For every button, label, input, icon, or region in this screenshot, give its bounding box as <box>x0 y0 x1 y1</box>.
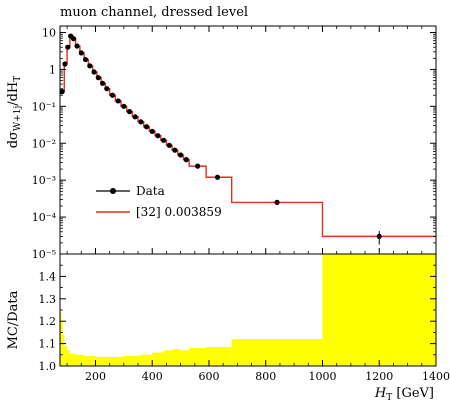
data-point <box>183 157 189 163</box>
y-tick-label: 10⁻⁵ <box>32 248 56 261</box>
ratio-y-axis-label: MC/Data <box>6 290 21 349</box>
data-point <box>126 109 133 115</box>
ratio-y-tick-label: 1.2 <box>39 315 57 328</box>
x-tick-label: 1200 <box>365 370 393 383</box>
data-point <box>138 119 144 125</box>
ratio-plot: 1.0 1.1 1.2 1.3 1.4 200 400 600 800 1000 1200 1400… <box>6 26 450 403</box>
data-point <box>160 137 167 143</box>
ratio-band-bin <box>163 350 173 366</box>
data-point <box>172 147 178 153</box>
ratio-band-bin <box>123 355 141 366</box>
x-tick-label: 800 <box>255 370 276 383</box>
legend: Data [32] 0.003859 <box>96 184 222 219</box>
data-point <box>143 124 150 130</box>
legend-data-marker <box>110 188 116 194</box>
ratio-band-bin <box>60 312 62 366</box>
ratio-band-bin <box>206 346 232 366</box>
data-point <box>132 114 138 120</box>
x-tick-label: 600 <box>198 370 219 383</box>
data-point <box>78 50 84 56</box>
mc-prediction-histogram <box>60 34 436 238</box>
x-tick-label: 200 <box>85 370 106 383</box>
data-point <box>91 69 97 75</box>
ratio-band-bin <box>172 349 181 366</box>
x-tick-label: 1000 <box>308 370 336 383</box>
ratio-band-bin <box>189 348 207 366</box>
ratio-y-tick-label: 1.3 <box>39 293 57 306</box>
data-point <box>59 89 65 95</box>
y-tick-label: 10⁻³ <box>32 174 56 187</box>
data-points <box>59 33 382 245</box>
y-tick-label: 10 <box>42 27 56 40</box>
data-point <box>62 61 68 67</box>
ratio-band-bin <box>69 353 76 366</box>
legend-mc-label: [32] 0.003859 <box>136 205 222 219</box>
ratio-y-axis: 1.0 1.1 1.2 1.3 1.4 <box>39 264 436 373</box>
data-point <box>74 43 80 49</box>
data-point <box>195 163 201 169</box>
ratio-y-tick-label: 1.0 <box>39 360 57 373</box>
data-point <box>274 199 280 205</box>
ratio-y-tick-label: 1.1 <box>39 338 57 351</box>
ratio-band <box>60 254 436 366</box>
ratio-band-bin <box>231 339 323 366</box>
ratio-band-bin <box>62 334 65 366</box>
ratio-band-bin <box>322 254 436 366</box>
data-point <box>166 142 172 148</box>
data-point <box>178 152 184 158</box>
ratio-band-bin <box>84 355 96 366</box>
data-point <box>87 63 93 69</box>
data-point <box>149 128 155 134</box>
ratio-band-bin <box>64 345 68 366</box>
chart-title: muon channel, dressed level <box>60 5 248 20</box>
ratio-band-bin <box>180 350 190 366</box>
data-point <box>109 92 116 98</box>
main-plot-frame <box>59 25 437 255</box>
x-axis: 200 400 600 800 1000 1200 1400 <box>66 26 450 383</box>
data-point <box>214 174 221 180</box>
ratio-band-bin <box>67 350 70 366</box>
mc-step-line <box>60 34 436 238</box>
ratio-band-bin <box>95 357 124 366</box>
ratio-band-bin <box>75 354 85 366</box>
ratio-band-bin <box>152 352 164 366</box>
data-point <box>65 44 71 50</box>
data-point <box>121 103 127 109</box>
data-point <box>99 80 106 86</box>
data-point <box>155 133 161 139</box>
x-tick-label: 400 <box>142 370 163 383</box>
y-tick-label: 1 <box>49 63 56 76</box>
ratio-band-bin <box>140 354 153 366</box>
data-point <box>376 233 382 239</box>
data-point <box>95 75 101 81</box>
data-point <box>82 56 89 63</box>
main-y-axis-label: dσW+1j/dHT <box>6 76 23 149</box>
legend-data-label: Data <box>136 184 165 198</box>
x-tick-label: 1400 <box>422 370 450 383</box>
ratio-y-tick-label: 1.4 <box>39 270 57 283</box>
y-tick-label: 10⁻² <box>32 137 56 150</box>
main-plot: 10⁻⁵ 10⁻⁴ 10⁻³ 10⁻² 10⁻¹ 1 10 dσW+1j/dHT Data … <box>6 25 437 261</box>
data-point <box>115 98 121 104</box>
data-point <box>104 86 110 92</box>
y-tick-label: 10⁻⁴ <box>32 211 57 224</box>
data-point <box>70 36 77 42</box>
y-tick-label: 10⁻¹ <box>32 100 56 113</box>
x-axis-label: HT [GeV] <box>374 386 434 403</box>
main-y-axis: 10⁻⁵ 10⁻⁴ 10⁻³ 10⁻² 10⁻¹ 1 10 <box>32 27 436 261</box>
